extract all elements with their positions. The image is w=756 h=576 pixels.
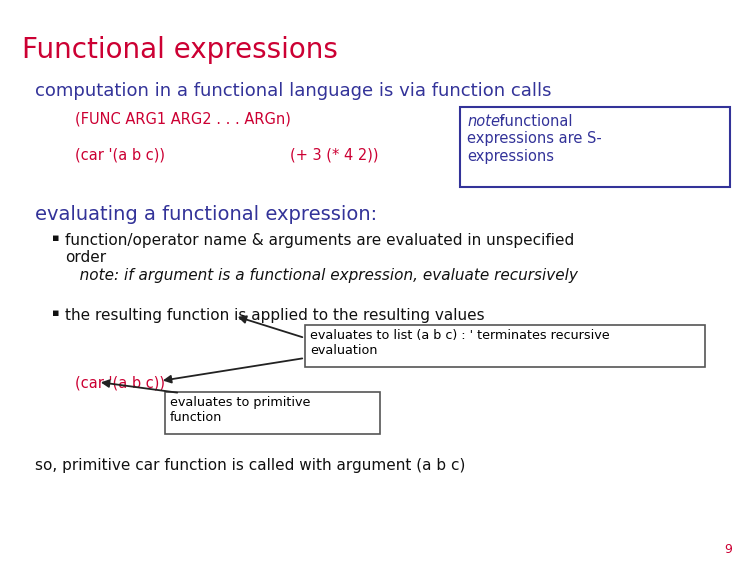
FancyBboxPatch shape [165, 392, 380, 434]
Text: Functional expressions: Functional expressions [22, 36, 338, 64]
Text: function/operator name & arguments are evaluated in unspecified: function/operator name & arguments are e… [65, 233, 575, 248]
Text: evaluates to list (a b c) : ' terminates recursive
evaluation: evaluates to list (a b c) : ' terminates… [310, 329, 609, 357]
Text: evaluates to primitive
function: evaluates to primitive function [170, 396, 311, 424]
Text: (+ 3 (* 4 2)): (+ 3 (* 4 2)) [290, 148, 379, 163]
Text: the resulting function is applied to the resulting values: the resulting function is applied to the… [65, 308, 485, 323]
Text: (FUNC ARG1 ARG2 . . . ARGn): (FUNC ARG1 ARG2 . . . ARGn) [75, 112, 291, 127]
Text: (car '(a b c)): (car '(a b c)) [75, 376, 165, 391]
Text: functional
expressions are S-
expressions: functional expressions are S- expression… [467, 114, 602, 164]
FancyBboxPatch shape [460, 107, 730, 187]
Text: ▪: ▪ [52, 233, 60, 243]
Text: ▪: ▪ [52, 308, 60, 318]
Text: evaluating a functional expression:: evaluating a functional expression: [35, 205, 377, 224]
Text: 9: 9 [724, 543, 732, 556]
FancyBboxPatch shape [305, 325, 705, 367]
Text: order: order [65, 250, 106, 265]
Text: computation in a functional language is via function calls: computation in a functional language is … [35, 82, 551, 100]
Text: note:: note: [467, 114, 505, 129]
Text: so, primitive car function is called with argument (a b c): so, primitive car function is called wit… [35, 458, 466, 473]
Text: (car '(a b c)): (car '(a b c)) [75, 148, 165, 163]
Text: note: if argument is a functional expression, evaluate recursively: note: if argument is a functional expres… [65, 268, 578, 283]
